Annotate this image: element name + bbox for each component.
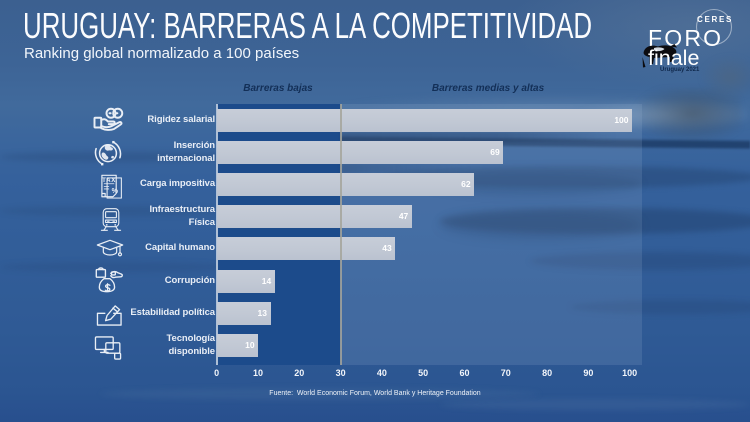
svg-text:%: % (112, 187, 119, 195)
svg-text:TAX: TAX (102, 177, 116, 184)
